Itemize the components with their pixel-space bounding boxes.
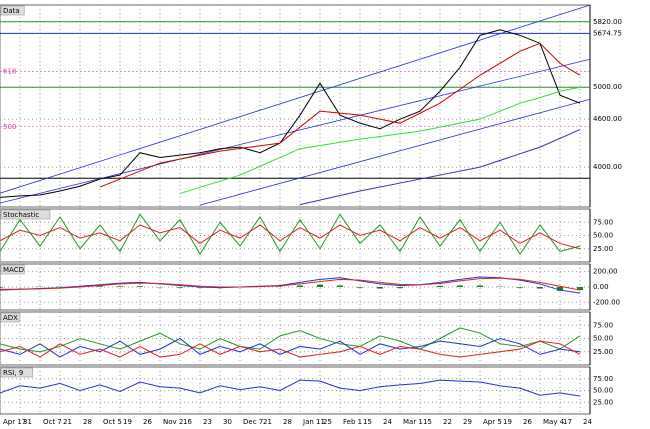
x-tick-label: 25 [323, 418, 332, 426]
y-tick-label: 4000.00 [593, 163, 622, 171]
y-tick-label: 0.00 [593, 283, 609, 291]
x-tick-label: 28 [83, 418, 92, 426]
histogram-bar [177, 287, 183, 288]
x-tick-label: 15 [363, 418, 372, 426]
series-line [0, 29, 581, 198]
x-tick-label: Apr 5 [483, 418, 502, 426]
x-tick-label: Apr 17 [3, 418, 26, 426]
fib-label: 618 [3, 67, 16, 75]
x-tick-label: Feb 1 [343, 418, 362, 426]
series-line [0, 224, 581, 250]
y-tick-label: 75.00 [593, 321, 613, 329]
trend-line [199, 98, 591, 206]
panel-title-box [0, 367, 34, 378]
panel-title: RSI, 9 [3, 369, 23, 377]
x-tick-label: 22 [443, 418, 452, 426]
histogram-bar [397, 287, 403, 289]
x-tick-label: 17 [563, 418, 572, 426]
x-tick-label: Dec 7 [243, 418, 263, 426]
y-tick-label: 25.00 [593, 348, 613, 356]
y-tick-label: 50.00 [593, 387, 613, 395]
y-tick-label: 5674.75 [593, 29, 622, 37]
x-tick-label: 23 [203, 418, 212, 426]
x-tick-label: 26 [143, 418, 152, 426]
y-tick-label: 75.00 [593, 218, 613, 226]
y-tick-label: 25.00 [593, 245, 613, 253]
histogram-bar [0, 287, 3, 288]
y-tick-label: 5000.00 [593, 83, 622, 91]
series-line [0, 276, 581, 294]
histogram-bar [137, 286, 143, 287]
x-tick-label: 21 [263, 418, 272, 426]
x-tick-label: Oct 7 [43, 418, 62, 426]
y-tick-label: 5820.00 [593, 18, 622, 26]
y-tick-label: 50.00 [593, 232, 613, 240]
x-tick-label: 24 [583, 418, 592, 426]
x-tick-label: 21 [63, 418, 72, 426]
series-line [0, 213, 581, 256]
fib-label: 500 [3, 123, 16, 131]
x-tick-label: 16 [183, 418, 192, 426]
x-tick-label: Oct 5 [103, 418, 122, 426]
series-line [0, 337, 581, 358]
panel-title: MACD [3, 266, 24, 274]
series-line [299, 129, 581, 206]
y-tick-label: 4600.00 [593, 115, 622, 123]
histogram-bar [557, 287, 563, 291]
panel-title-box [0, 312, 21, 323]
x-tick-label: 19 [123, 418, 132, 426]
series-line [0, 340, 581, 358]
series-line [0, 277, 581, 291]
panel-title: Stochastic [3, 211, 39, 219]
histogram-bar [577, 287, 583, 291]
histogram-bar [377, 287, 383, 289]
y-tick-label: 50.00 [593, 335, 613, 343]
x-tick-label: 29 [463, 418, 472, 426]
histogram-bar [357, 287, 363, 288]
panel-title: Data [3, 7, 20, 15]
panel-title-box [0, 5, 25, 16]
y-tick-label: 25.00 [593, 398, 613, 406]
x-tick-label: Nov 2 [163, 418, 183, 426]
histogram-bar [437, 285, 443, 287]
histogram-bar [297, 285, 303, 287]
x-tick-label: May 4 [543, 418, 565, 426]
x-tick-label: 19 [503, 418, 512, 426]
x-tick-label: 31 [23, 418, 32, 426]
panel-title-box [0, 264, 25, 275]
panel-title: ADX [3, 314, 18, 322]
series-line [179, 86, 581, 194]
histogram-bar [517, 287, 523, 288]
x-tick-label: 28 [283, 418, 292, 426]
histogram-bar [117, 286, 123, 287]
x-tick-label: 30 [223, 418, 232, 426]
x-tick-label: 24 [383, 418, 392, 426]
x-tick-label: 15 [423, 418, 432, 426]
trend-line [0, 4, 591, 194]
histogram-bar [317, 284, 323, 287]
y-tick-label: 75.00 [593, 375, 613, 383]
x-tick-label: 26 [523, 418, 532, 426]
y-tick-label: -200.00 [593, 298, 620, 306]
panel-title-box [0, 209, 51, 220]
series-line [0, 327, 581, 353]
y-tick-label: 200.00 [593, 268, 618, 276]
histogram-bar [97, 286, 103, 287]
series-line [99, 42, 581, 188]
x-tick-label: Mar 1 [403, 418, 423, 426]
histogram-bar [537, 287, 543, 289]
histogram-bar [337, 285, 343, 287]
series-line [0, 379, 581, 397]
histogram-bar [457, 285, 463, 287]
histogram-bar [477, 285, 483, 287]
x-tick-label: Jan 11 [302, 418, 325, 426]
